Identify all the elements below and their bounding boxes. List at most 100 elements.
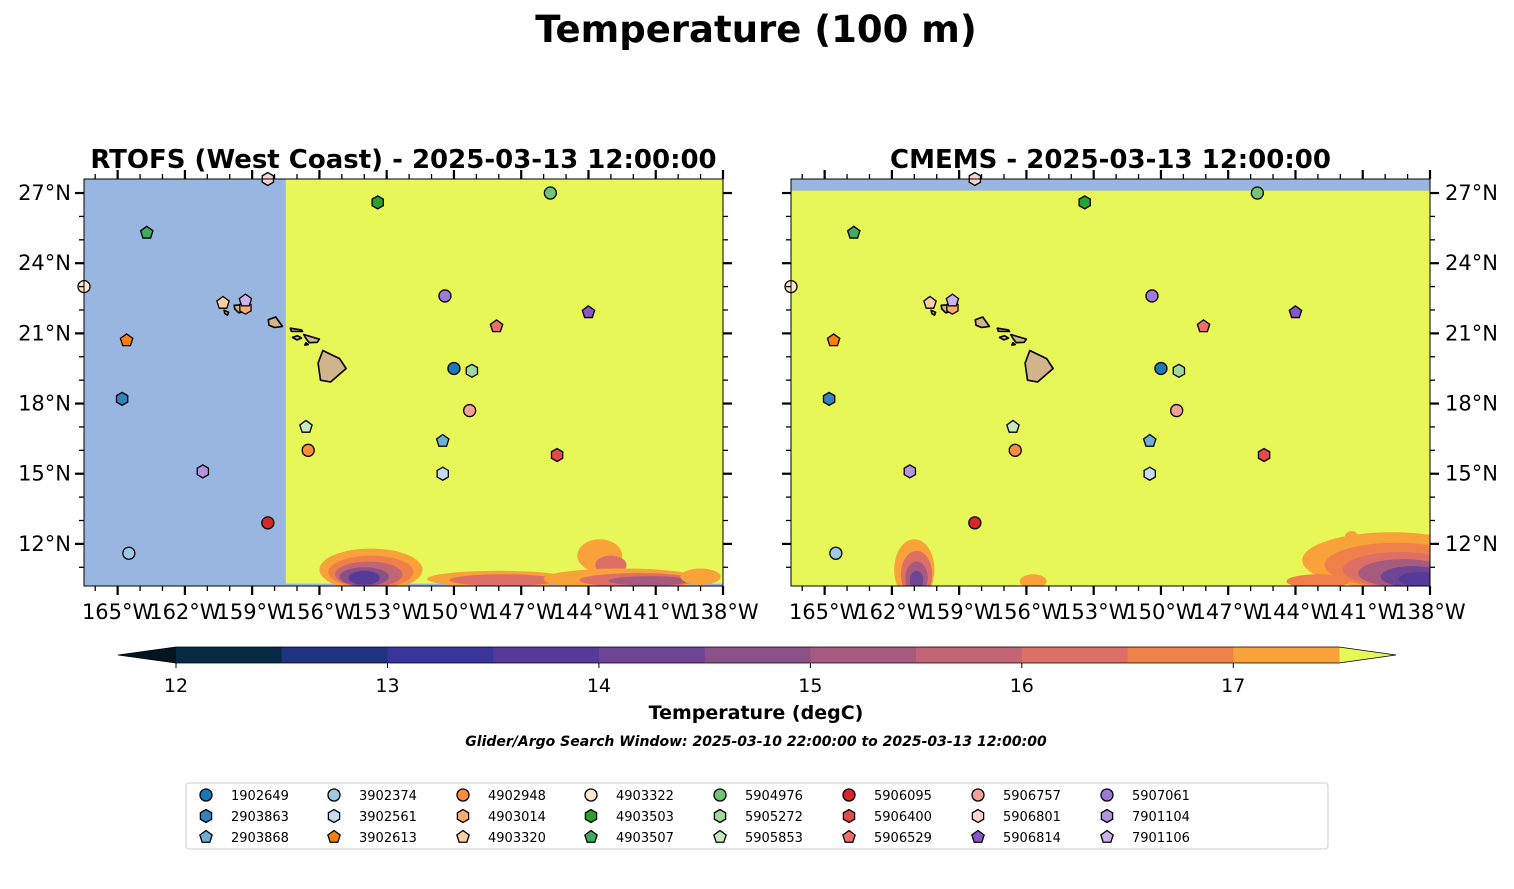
island: [291, 334, 303, 341]
x-tick-label: 165°W: [789, 600, 861, 624]
colorbar-segment: [387, 647, 494, 663]
legend-item-2903863: 2903863: [199, 808, 289, 825]
legend-marker: [327, 788, 341, 802]
search-window-note: Glider/Argo Search Window: 2025-03-10 22…: [465, 734, 1047, 750]
contour-patch: [1019, 574, 1047, 586]
legend-label: 7901104: [1132, 810, 1190, 825]
float-marker-3902374: [122, 546, 136, 560]
float-marker-3902613: [826, 333, 841, 347]
map-panel-1: RTOFS (West Coast) - 2025-03-13 12:00:00…: [18, 145, 759, 624]
float-marker-5905272: [1172, 363, 1186, 379]
float-marker-2903868: [1142, 433, 1157, 447]
legend-marker: [1100, 829, 1114, 843]
panel-title: RTOFS (West Coast) - 2025-03-13 12:00:00: [90, 145, 716, 175]
float-marker-2903863: [822, 391, 836, 407]
float-marker-3902374: [829, 546, 843, 560]
y-tick-label: 21°N: [1445, 321, 1498, 345]
colorbar: 12 13 14 15 16 17: [117, 646, 1397, 697]
legend-marker: [199, 829, 213, 843]
x-tick-label: 138°W: [1394, 600, 1466, 624]
map-frame: [790, 178, 1431, 587]
contour-patch: [348, 570, 380, 585]
legend-marker: [584, 829, 598, 843]
colorbar-segment: [176, 647, 283, 663]
legend-item-7901106: 7901106: [1100, 829, 1190, 846]
legend-label: 5907061: [1132, 789, 1190, 804]
colorbar-label: Temperature (degC): [649, 702, 864, 724]
x-tick-label: 141°W: [620, 600, 692, 624]
colorbar-tick-label: 17: [1221, 675, 1245, 697]
float-marker-4902948: [301, 443, 315, 457]
float-marker-3902561: [436, 466, 450, 481]
float-marker-3902613: [119, 333, 134, 347]
float-marker-5904976: [543, 186, 558, 200]
map-panel-2: CMEMS - 2025-03-13 12:00:00 165°W162°W159…: [782, 145, 1498, 624]
legend-item-7901104: 7901104: [1100, 808, 1190, 825]
x-tick-label: 144°W: [553, 600, 625, 624]
contour-patch: [909, 570, 924, 586]
float-marker-4903507: [139, 225, 154, 239]
legend-item-4903507: 4903507: [584, 829, 674, 846]
island: [930, 309, 937, 316]
map-area: [791, 179, 1430, 586]
float-marker-7901106: [238, 293, 253, 307]
x-tick-label: 162°W: [856, 600, 928, 624]
panel-title: CMEMS - 2025-03-13 12:00:00: [890, 145, 1331, 175]
colorbar-segment: [1233, 647, 1340, 663]
island: [303, 341, 310, 346]
map-frame: [83, 178, 724, 587]
legend-marker: [713, 829, 727, 843]
x-tick-label: 138°W: [687, 600, 759, 624]
legend-marker: [456, 808, 470, 824]
float-marker-2903868: [435, 433, 450, 447]
float-marker-1902649: [447, 361, 461, 376]
legend-item-4903503: 4903503: [584, 808, 674, 825]
model-domain: [285, 179, 723, 584]
legend-item-5906095: 5906095: [842, 788, 932, 804]
float-marker-5906529: [489, 319, 504, 333]
float-marker-5906095: [261, 516, 275, 530]
x-tick-label: 147°W: [1193, 600, 1265, 624]
legend-marker: [456, 829, 470, 843]
legend: 1902649 2903863 2903868 3902374 3902561 39026…: [185, 782, 1329, 850]
island: [1010, 341, 1017, 346]
x-tick-label: 147°W: [486, 600, 558, 624]
legend-label: 3902613: [359, 831, 417, 846]
legend-label: 4903322: [616, 789, 674, 804]
island: [302, 333, 321, 344]
float-marker-3902561: [1143, 466, 1156, 481]
float-markers: [784, 171, 1303, 560]
colorbar-segment: [598, 647, 706, 663]
x-tick-label: 165°W: [82, 600, 154, 624]
legend-label: 5906814: [1003, 831, 1061, 846]
legend-label: 5904976: [745, 789, 803, 804]
legend-marker: [199, 788, 213, 802]
colorbar-tick-label: 12: [164, 675, 188, 697]
colorbar-tick-label: 14: [587, 675, 611, 697]
float-marker-5905853: [299, 419, 313, 433]
y-tick-label: 12°N: [1445, 532, 1498, 556]
legend-item-4903014: 4903014: [456, 808, 546, 825]
contour-patch: [1398, 571, 1430, 586]
legend-marker: [327, 808, 341, 824]
legend-label: 3902561: [359, 810, 417, 825]
island: [1024, 349, 1054, 383]
y-tick-label: 27°N: [18, 181, 71, 205]
legend-label: 5905272: [745, 810, 803, 825]
colorbar-segment: [916, 647, 1023, 663]
colorbar-segment: [1127, 647, 1234, 663]
legend-label: 5905853: [745, 831, 803, 846]
legend-label: 4903507: [616, 831, 674, 846]
x-tick-label: 162°W: [149, 600, 221, 624]
y-tick-label: 12°N: [18, 532, 71, 556]
legend-label: 5906757: [1003, 789, 1061, 804]
island: [223, 309, 230, 316]
float-marker-5906095: [968, 516, 982, 530]
legend-marker: [456, 788, 470, 802]
float-marker-5906529: [1196, 319, 1211, 333]
colorbar-segment: [810, 647, 917, 663]
x-tick-label: 156°W: [991, 600, 1063, 624]
legend-item-3902561: 3902561: [327, 808, 417, 825]
float-marker-5906757: [1169, 403, 1184, 418]
colorbar-segment: [1021, 647, 1129, 663]
